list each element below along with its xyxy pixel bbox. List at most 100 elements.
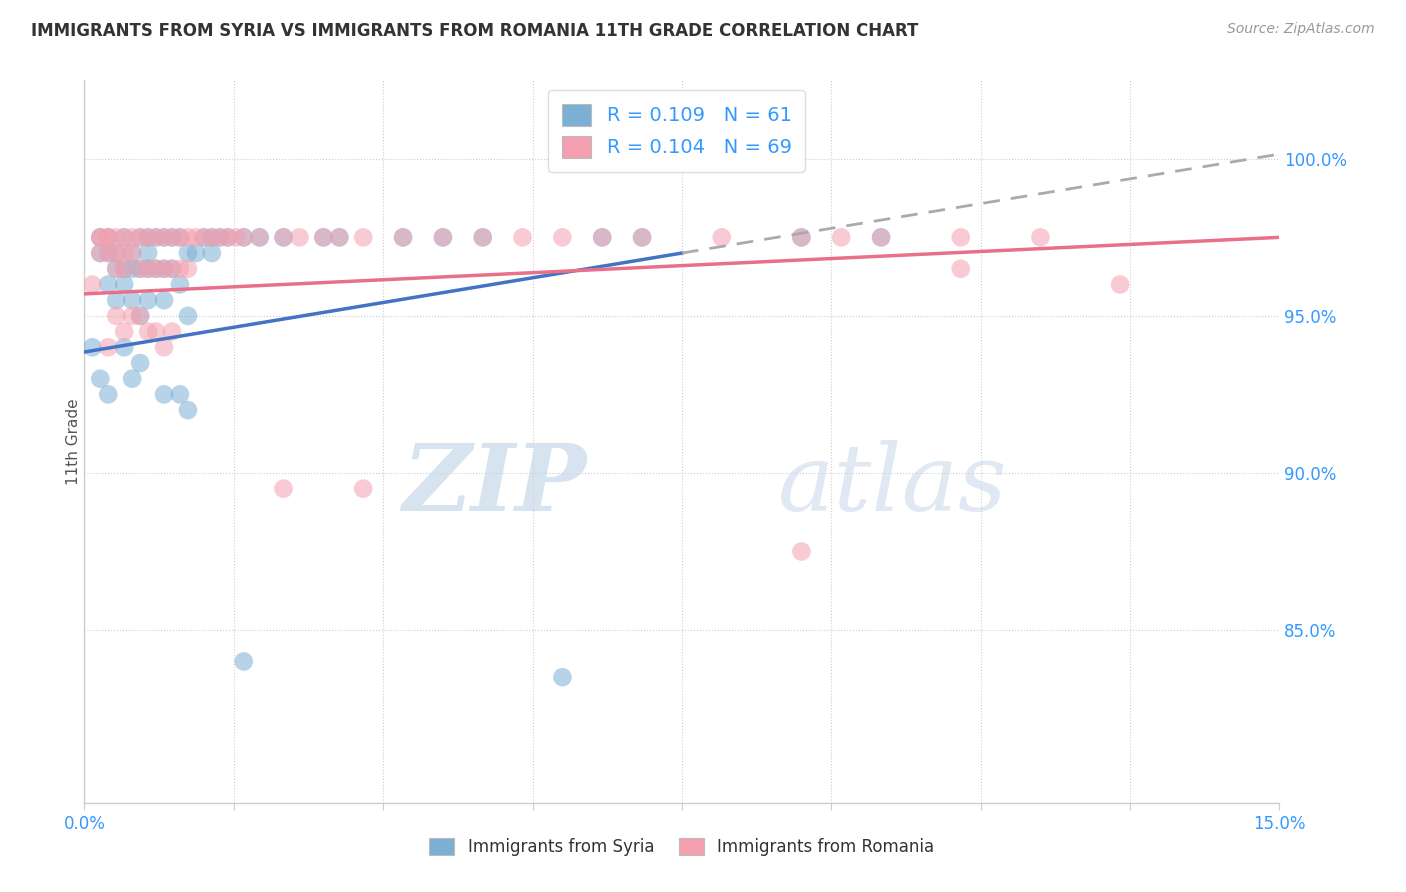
Point (471, 230, 494, 244)
Point (121, 246, 143, 260)
Point (145, 230, 167, 244)
Point (105, 261, 128, 276)
Point (352, 482, 374, 496)
Point (177, 246, 200, 260)
Point (105, 246, 128, 260)
Point (949, 261, 972, 276)
Point (129, 230, 152, 244)
Point (105, 293, 128, 308)
Point (82, 340, 104, 354)
Point (105, 246, 128, 260)
Point (232, 655, 254, 669)
Point (89, 246, 111, 260)
Point (112, 230, 135, 244)
Point (97, 277, 120, 292)
Point (193, 230, 215, 244)
Point (129, 261, 152, 276)
Point (136, 230, 159, 244)
Point (288, 230, 311, 244)
Point (177, 403, 200, 417)
Point (201, 230, 224, 244)
Point (352, 230, 374, 244)
Point (208, 230, 231, 244)
Point (105, 309, 128, 323)
Point (208, 230, 231, 244)
Point (631, 230, 654, 244)
Point (105, 230, 128, 244)
Point (790, 230, 813, 244)
Point (145, 261, 167, 276)
Point (169, 261, 191, 276)
Point (136, 246, 159, 260)
Point (97, 230, 120, 244)
Point (184, 246, 207, 260)
Point (201, 230, 224, 244)
Point (1029, 230, 1052, 244)
Point (392, 230, 415, 244)
Point (136, 261, 159, 276)
Point (145, 325, 167, 339)
Point (129, 230, 152, 244)
Point (136, 293, 159, 308)
Point (121, 261, 143, 276)
Point (112, 277, 135, 292)
Point (97, 246, 120, 260)
Point (790, 544, 813, 558)
Point (112, 230, 135, 244)
Point (160, 325, 183, 339)
Point (160, 230, 183, 244)
Point (82, 277, 104, 292)
Point (1109, 277, 1132, 292)
Point (177, 261, 200, 276)
Text: IMMIGRANTS FROM SYRIA VS IMMIGRANTS FROM ROMANIA 11TH GRADE CORRELATION CHART: IMMIGRANTS FROM SYRIA VS IMMIGRANTS FROM… (31, 22, 918, 40)
Point (830, 230, 852, 244)
Point (97, 387, 120, 401)
Point (591, 230, 613, 244)
Text: atlas: atlas (778, 440, 1007, 530)
Point (225, 230, 247, 244)
Point (232, 230, 254, 244)
Point (112, 340, 135, 354)
Point (949, 230, 972, 244)
Point (169, 230, 191, 244)
Point (129, 309, 152, 323)
Point (512, 230, 534, 244)
Point (169, 277, 191, 292)
Point (105, 261, 128, 276)
Point (160, 230, 183, 244)
Point (153, 230, 176, 244)
Point (136, 325, 159, 339)
Point (432, 230, 454, 244)
Point (160, 261, 183, 276)
Point (232, 230, 254, 244)
Point (392, 230, 415, 244)
Point (184, 230, 207, 244)
Point (551, 670, 574, 684)
Point (870, 230, 893, 244)
Point (112, 261, 135, 276)
Point (312, 230, 335, 244)
Point (432, 230, 454, 244)
Point (870, 230, 893, 244)
Point (153, 293, 176, 308)
Point (591, 230, 613, 244)
Point (169, 387, 191, 401)
Point (169, 230, 191, 244)
Point (121, 293, 143, 308)
Point (177, 230, 200, 244)
Point (89, 246, 111, 260)
Point (249, 230, 271, 244)
Point (136, 261, 159, 276)
Point (177, 309, 200, 323)
Point (112, 246, 135, 260)
Point (273, 482, 295, 496)
Text: Source: ZipAtlas.com: Source: ZipAtlas.com (1227, 22, 1375, 37)
Point (89, 372, 111, 386)
Point (273, 230, 295, 244)
Point (121, 230, 143, 244)
Point (710, 230, 733, 244)
Point (129, 261, 152, 276)
Point (97, 230, 120, 244)
Point (97, 340, 120, 354)
Point (790, 230, 813, 244)
